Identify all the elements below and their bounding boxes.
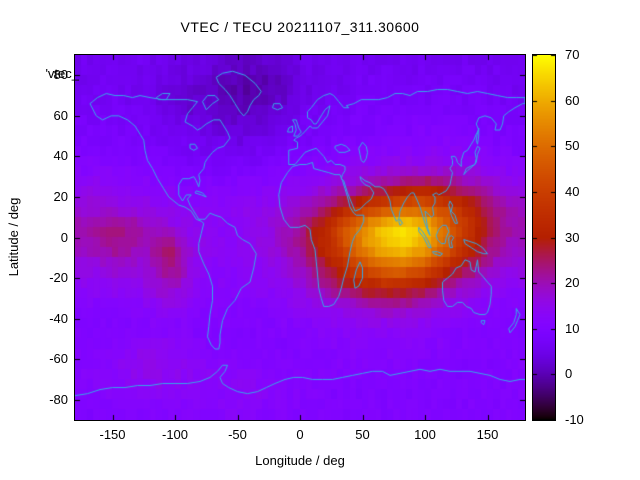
y-tick-label: 60 xyxy=(53,107,68,123)
colorbar-frame xyxy=(532,54,556,421)
x-tick-label: 0 xyxy=(296,427,304,442)
colorbar-tick-label: 70 xyxy=(565,47,580,62)
colorbar-tick-label: 40 xyxy=(565,183,580,199)
y-tick-label: -60 xyxy=(49,351,68,367)
key-label: 'vtec_ xyxy=(45,66,79,81)
x-tick-label: 100 xyxy=(414,427,436,442)
colorbar-tick-label: 0 xyxy=(565,366,573,382)
y-tick-label: 0 xyxy=(60,229,68,245)
y-tick-label: -20 xyxy=(49,270,68,286)
colorbar-tick-label: 10 xyxy=(565,320,580,336)
colorbar-tick-label: -10 xyxy=(565,412,584,427)
vtec-heatmap-canvas xyxy=(75,55,525,420)
page-title: VTEC / TECU 20211107_311.30600 xyxy=(180,19,420,35)
x-tick-label: -100 xyxy=(161,427,189,442)
x-axis-label: Longitude / deg xyxy=(255,453,345,468)
colorbar-gradient-canvas xyxy=(533,55,555,420)
y-tick-label: 20 xyxy=(53,188,68,204)
x-tick-label: 150 xyxy=(476,427,499,442)
x-tick-label: -50 xyxy=(228,427,247,442)
colorbar-tick-label: 20 xyxy=(565,275,580,291)
y-tick-label: 40 xyxy=(53,148,68,164)
colorbar-tick-label: 30 xyxy=(565,229,580,245)
colorbar-tick-label: 50 xyxy=(565,138,580,154)
y-tick-label: -40 xyxy=(49,310,68,326)
plot-area-frame xyxy=(74,54,526,421)
x-tick-label: 50 xyxy=(355,427,370,442)
colorbar-tick-label: 60 xyxy=(565,92,580,108)
y-tick-label: 80 xyxy=(53,67,68,83)
y-tick-label: -80 xyxy=(49,391,68,407)
x-tick-label: -150 xyxy=(99,427,126,442)
